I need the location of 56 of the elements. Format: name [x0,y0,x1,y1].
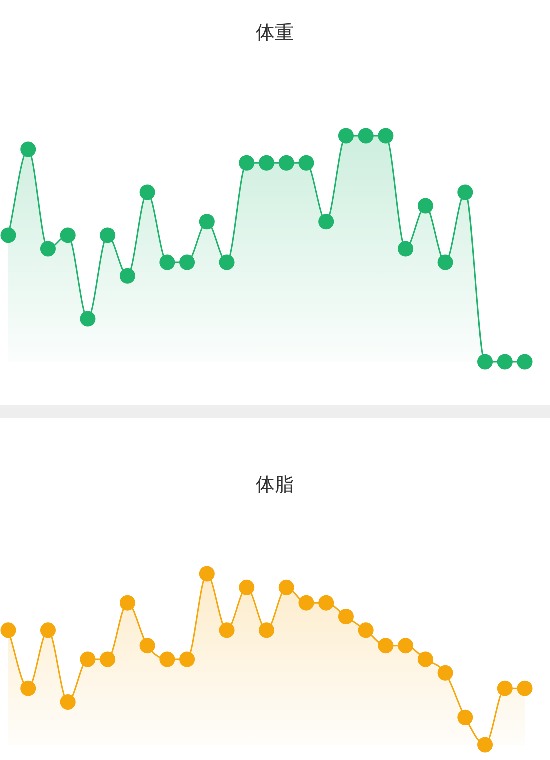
point [458,710,474,726]
point [140,184,156,200]
point [278,155,294,171]
point [199,566,215,582]
point [259,155,274,171]
point [318,595,334,611]
point [458,184,474,200]
point [60,228,76,244]
point [438,665,454,681]
point [497,680,513,696]
point [517,680,533,696]
point [40,622,56,638]
point [239,580,255,596]
point [478,737,494,753]
point [298,595,314,611]
point [180,254,196,270]
point [120,595,136,611]
point [278,580,294,596]
point [180,652,196,668]
point [497,354,513,370]
point [140,638,156,654]
point [100,652,116,668]
point [259,622,274,638]
point [318,214,334,230]
point [60,694,76,710]
point [219,622,235,638]
point [0,622,16,638]
point [160,254,176,270]
point [239,155,255,171]
point [378,638,394,654]
point [398,241,414,257]
point [478,354,494,370]
point [219,254,235,270]
point [517,354,533,370]
point [418,198,434,214]
point [160,652,176,668]
point [418,652,434,668]
point [338,609,354,624]
point [0,228,16,244]
point [120,268,136,284]
point [358,622,374,638]
point [398,638,414,654]
point [358,128,374,144]
chart-title: 体脂 [255,473,295,498]
point [20,142,36,158]
point [199,214,215,230]
point [338,128,354,144]
chart-title: 体重 [255,21,295,46]
point [20,680,36,696]
point [100,228,116,244]
point [80,311,96,327]
point [378,128,394,144]
point [80,652,96,668]
point [40,241,56,257]
point [298,155,314,171]
point [438,254,454,270]
